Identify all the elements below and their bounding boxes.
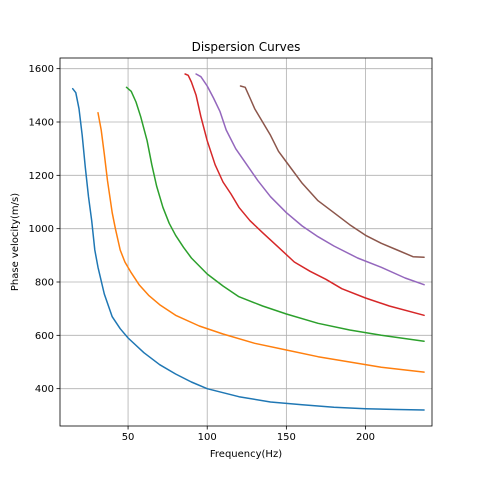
x-tick-label: 150 bbox=[277, 432, 296, 443]
series-line-1 bbox=[71, 87, 425, 411]
x-tick-label: 100 bbox=[198, 432, 217, 443]
series-line-6 bbox=[239, 85, 425, 258]
y-tick-label: 1200 bbox=[29, 171, 54, 182]
chart-title: Dispersion Curves bbox=[192, 40, 301, 54]
plot-frame bbox=[59, 57, 433, 427]
y-tick-label: 800 bbox=[35, 278, 54, 289]
series-lines bbox=[71, 73, 425, 411]
y-tick-label: 400 bbox=[35, 384, 54, 395]
y-tick-label: 1400 bbox=[29, 118, 54, 129]
series-line-4 bbox=[184, 73, 425, 317]
grid-lines bbox=[60, 58, 432, 426]
series-line-2 bbox=[97, 111, 425, 373]
y-axis-label: Phase velocity(m/s) bbox=[10, 193, 21, 291]
series-line-5 bbox=[195, 73, 425, 286]
axis-ticks: 50 100 150 200 400 600 800 1000 1200 1400 1600 bbox=[29, 64, 376, 443]
y-tick-label: 1000 bbox=[29, 224, 54, 235]
x-axis-label: Frequency(Hz) bbox=[210, 449, 282, 460]
x-tick-label: 200 bbox=[356, 432, 375, 443]
y-tick-label: 1600 bbox=[29, 64, 54, 75]
series-line-3 bbox=[125, 86, 425, 342]
y-tick-label: 600 bbox=[35, 331, 54, 342]
x-tick-label: 50 bbox=[122, 432, 135, 443]
